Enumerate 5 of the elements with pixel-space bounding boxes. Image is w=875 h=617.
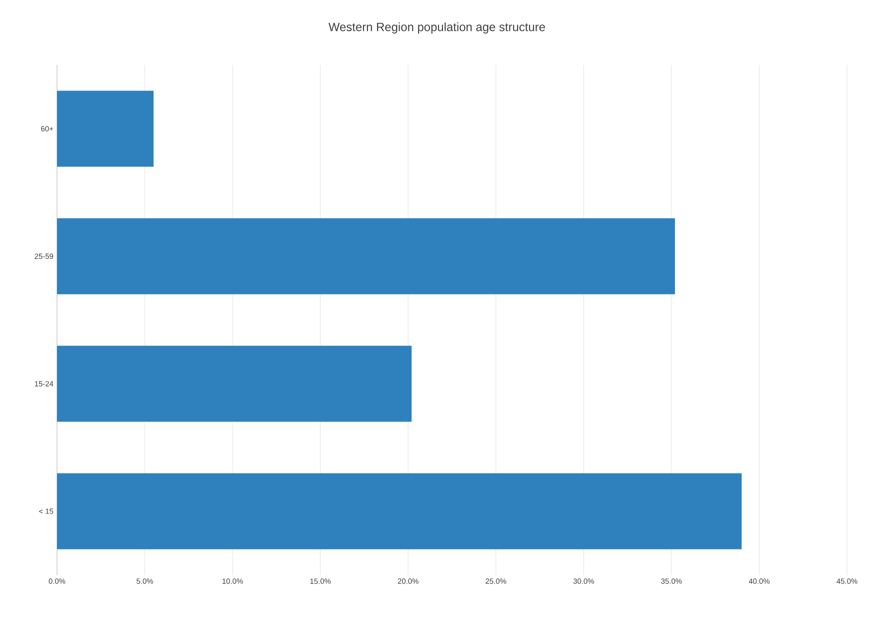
chart-title: Western Region population age structure <box>328 22 545 34</box>
bar <box>57 346 412 422</box>
bar <box>57 218 675 294</box>
bar <box>57 90 154 167</box>
bar <box>57 473 742 550</box>
